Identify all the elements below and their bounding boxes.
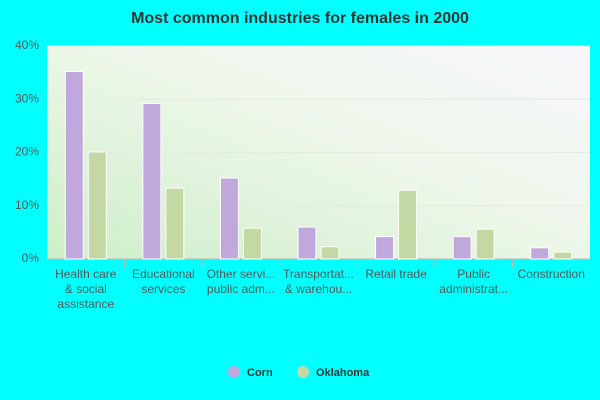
x-tick-label-line: public adm... bbox=[207, 282, 275, 296]
bar bbox=[242, 227, 262, 260]
x-tick-label: Public administrat... bbox=[439, 267, 508, 296]
x-tick-label-line: administrat... bbox=[439, 282, 508, 296]
legend-swatch bbox=[228, 366, 240, 378]
x-tick-label-line: Retail trade bbox=[365, 267, 427, 281]
y-tick-label: 10% bbox=[15, 198, 39, 212]
bar bbox=[530, 247, 550, 260]
x-tick-label-line: Educational bbox=[132, 267, 195, 281]
y-tick-label: 20% bbox=[15, 145, 39, 159]
chart-title: Most common industries for females in 20… bbox=[131, 10, 469, 27]
bar bbox=[475, 228, 495, 260]
x-tick-label: Other servi... public adm... bbox=[207, 267, 276, 296]
bar bbox=[219, 177, 239, 260]
bar bbox=[375, 236, 395, 260]
y-tick-label: 40% bbox=[15, 38, 39, 52]
bar bbox=[165, 187, 185, 260]
x-tick-label-line: Health care bbox=[55, 267, 117, 281]
x-tick-label: Health care & social assistance bbox=[55, 267, 117, 311]
x-tick-label-line: services bbox=[141, 282, 185, 296]
x-tick-label-line: assistance bbox=[57, 297, 114, 311]
legend-swatch bbox=[297, 366, 309, 378]
y-tick-label: 30% bbox=[15, 91, 39, 105]
bar bbox=[87, 151, 107, 260]
bar bbox=[64, 71, 84, 260]
x-tick-label-line: & warehou... bbox=[285, 282, 352, 296]
bar bbox=[142, 103, 162, 260]
x-tick-label-line: Other servi... bbox=[207, 267, 276, 281]
bar bbox=[320, 246, 340, 260]
legend-label: Corn bbox=[247, 367, 273, 379]
x-tick-label-line: Public bbox=[457, 267, 490, 281]
x-tick-label-line: & social bbox=[65, 282, 107, 296]
x-tick-label-line: Transportat... bbox=[283, 267, 354, 281]
x-tick-label: Educational services bbox=[132, 267, 195, 296]
bar bbox=[452, 236, 472, 260]
x-tick-label: Transportat... & warehou... bbox=[283, 267, 354, 296]
legend-label: Oklahoma bbox=[316, 367, 370, 379]
bar bbox=[297, 226, 317, 260]
x-tick-label: Retail trade bbox=[365, 267, 427, 281]
y-tick-label: 0% bbox=[22, 251, 40, 265]
x-tick-label-line: Construction bbox=[518, 267, 585, 281]
bar bbox=[553, 251, 573, 260]
x-tick-label: Construction bbox=[518, 267, 585, 281]
bar bbox=[398, 189, 418, 260]
